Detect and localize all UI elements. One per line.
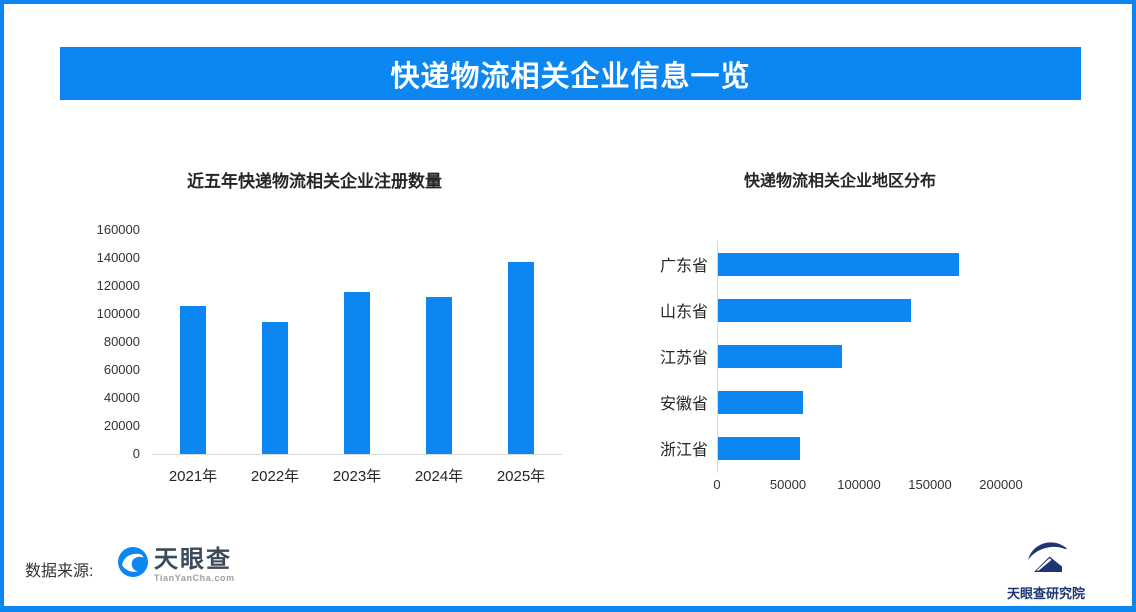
bar: [180, 306, 206, 454]
bar-row: [718, 379, 1008, 425]
y-tick-label: 80000: [103, 334, 140, 349]
x-axis-label: 2024年: [414, 468, 464, 485]
bar-row: [718, 333, 1008, 379]
x-axis-label: 2023年: [332, 468, 382, 485]
x-axis-label: 2025年: [496, 468, 546, 485]
x-tick-label: 200000: [979, 477, 1023, 492]
bar-row: [718, 425, 1008, 471]
x-tick-label: 100000: [837, 477, 881, 492]
bar-slot: [234, 230, 316, 454]
bar-slot: [398, 230, 480, 454]
x-tick-label: 50000: [769, 477, 807, 492]
y-tick-label: 0: [132, 446, 140, 461]
y-tick-label: 160000: [96, 222, 140, 237]
bar-slot: [480, 230, 562, 454]
tianyancha-name: 天眼查: [154, 546, 232, 573]
y-tick-label: 40000: [103, 390, 140, 405]
category-label: 广东省: [659, 258, 708, 275]
y-tick-label: 140000: [96, 250, 140, 265]
page-title-banner: 快递物流相关企业信息一览: [60, 47, 1081, 100]
x-tick-label: 0: [713, 477, 721, 492]
right-category-labels: 广东省山东省江苏省安徽省浙江省: [644, 241, 708, 471]
research-institute-logo: 天眼查研究院: [996, 534, 1096, 602]
category-label: 安徽省: [659, 396, 708, 413]
left-x-axis-line: [152, 454, 562, 455]
bar-slot: [152, 230, 234, 454]
right-plot-area: [718, 241, 1008, 471]
bar-slot: [316, 230, 398, 454]
source-label: 数据来源:: [25, 563, 94, 580]
bar: [426, 297, 452, 454]
tianyancha-wordmark: 天眼查 TianYanCha.com: [154, 546, 235, 584]
left-x-axis-labels: 2021年 2022年 2023年 2024年 2025年: [152, 465, 562, 486]
category-label: 浙江省: [659, 442, 708, 459]
bar: [718, 298, 911, 322]
category-label: 山东省: [659, 304, 708, 321]
bar-row: [718, 287, 1008, 333]
bar-row: [718, 241, 1008, 287]
x-axis-label: 2022年: [250, 468, 300, 485]
research-institute-icon: [1021, 534, 1071, 581]
bar: [508, 262, 534, 454]
y-tick-label: 120000: [96, 278, 140, 293]
x-tick-label: 150000: [908, 477, 952, 492]
y-tick-label: 100000: [96, 306, 140, 321]
left-y-axis-ticks: 160000 140000 120000 100000 80000 60000 40000 2…: [50, 221, 140, 463]
right-y-axis-line: [717, 241, 718, 473]
bar: [718, 436, 800, 460]
left-chart-title: 近五年快递物流相关企业注册数量: [187, 172, 442, 191]
left-plot-area: [152, 230, 562, 454]
category-label: 江苏省: [659, 350, 708, 367]
tianyancha-logo: 天眼查 TianYanCha.com: [118, 547, 235, 583]
bar: [718, 390, 803, 414]
tianyancha-domain: TianYanCha.com: [154, 573, 235, 583]
right-x-axis-ticks: 0 50000 100000 150000 200000: [713, 477, 1022, 495]
tianyancha-eye-icon: [118, 547, 148, 577]
bar: [262, 322, 288, 454]
research-institute-name: 天眼查研究院: [1006, 586, 1085, 601]
y-tick-label: 20000: [103, 418, 140, 433]
y-tick-label: 60000: [103, 362, 140, 377]
x-axis-label: 2021年: [168, 468, 218, 485]
bar: [344, 292, 370, 454]
bar: [718, 344, 842, 368]
page-title: 快递物流相关企业信息一览: [390, 60, 751, 93]
right-chart-title: 快递物流相关企业地区分布: [744, 173, 937, 190]
bar: [718, 252, 959, 276]
